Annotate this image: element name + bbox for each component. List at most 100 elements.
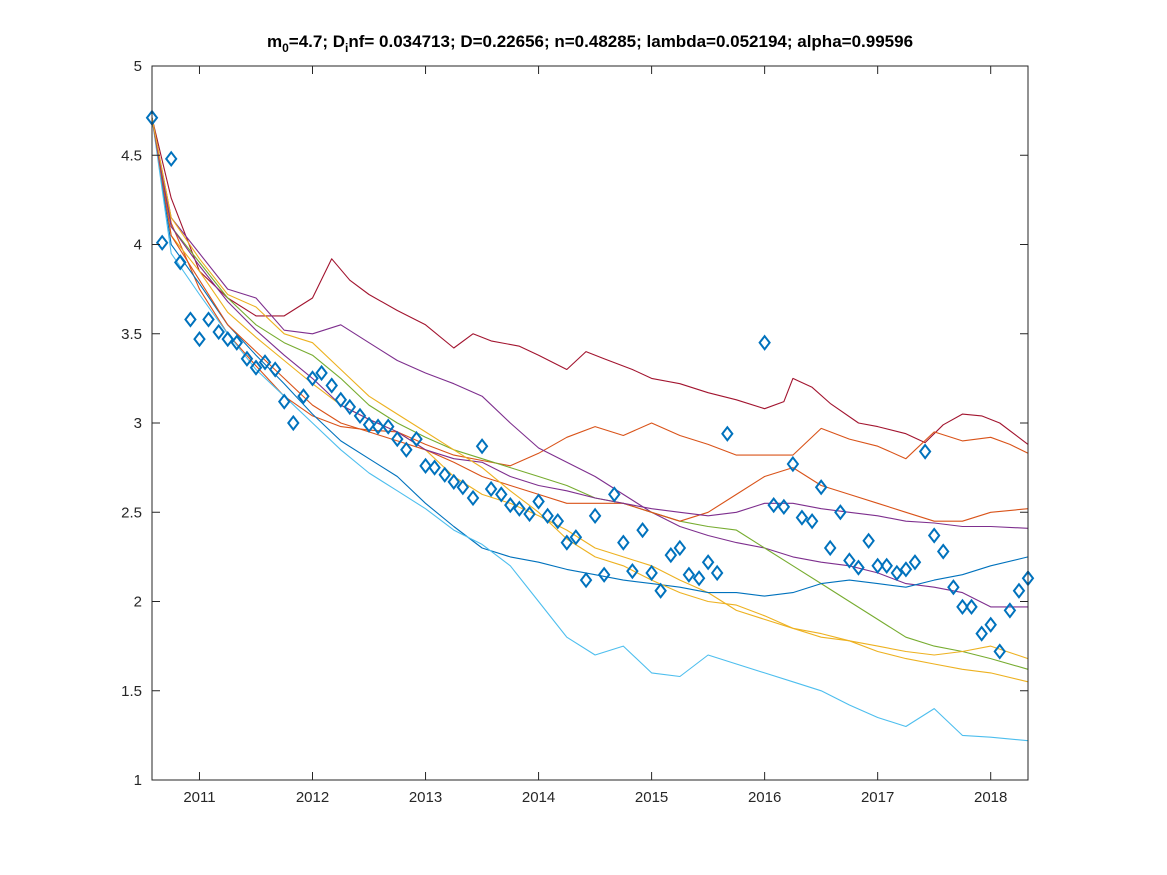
y-tick-label: 2.5 — [121, 504, 142, 521]
observed-point — [645, 564, 658, 582]
y-tick-label: 5 — [134, 58, 142, 75]
observed-point — [560, 534, 574, 551]
observed-point — [193, 330, 206, 348]
x-tick-label: 2013 — [409, 789, 442, 806]
observed-point — [456, 479, 470, 496]
observed-point — [484, 480, 498, 498]
observed-point — [371, 418, 385, 435]
observed-point — [918, 443, 932, 460]
y-tick-label: 3.5 — [121, 326, 142, 343]
title-m-subscript: 0 — [282, 41, 289, 55]
observed-point — [852, 559, 865, 576]
observed-point — [927, 527, 941, 544]
observed-point — [908, 554, 922, 571]
y-tick-label: 1 — [134, 772, 142, 789]
observed-point — [721, 425, 734, 442]
observed-point — [597, 566, 611, 583]
observed-point — [362, 416, 376, 433]
observed-point — [343, 398, 357, 416]
observed-point — [777, 498, 791, 516]
series-line-4 — [151, 117, 1029, 670]
observed-point — [871, 557, 884, 574]
observed-point — [541, 507, 554, 524]
observed-point — [475, 438, 489, 455]
observed-point — [664, 546, 678, 564]
series-line-2 — [151, 117, 1029, 467]
observed-point — [173, 254, 187, 271]
y-tick-label: 1.5 — [121, 683, 142, 700]
observed-point — [287, 414, 300, 432]
y-tick-label: 4 — [134, 237, 142, 254]
observed-point — [466, 489, 480, 507]
observed-point — [710, 564, 724, 582]
observed-point — [795, 509, 809, 526]
series-line-10 — [151, 117, 1029, 660]
model-series-layer — [151, 117, 1029, 742]
title-m-base: m — [267, 32, 282, 51]
y-axis-ticks: 1 1.5 2 2.5 3 3.5 4 4.5 5 — [121, 58, 1028, 789]
y-tick-label: 4.5 — [121, 147, 142, 164]
observed-point — [240, 350, 254, 367]
observed-point — [617, 534, 630, 551]
observed-point — [947, 579, 960, 596]
x-tick-label: 2016 — [748, 789, 781, 806]
observed-point — [1003, 602, 1017, 619]
observed-point — [608, 486, 621, 503]
observed-point — [353, 407, 367, 425]
axes-box — [151, 65, 1029, 781]
series-line-9 — [151, 117, 1029, 529]
observed-point — [306, 370, 319, 387]
observed-point — [984, 616, 997, 633]
observed-point — [164, 150, 178, 167]
observed-point — [391, 430, 404, 448]
observed-point — [758, 334, 771, 351]
observed-point — [523, 505, 536, 523]
observed-point — [899, 561, 913, 578]
observed-point — [862, 532, 875, 549]
observed-point — [965, 598, 978, 615]
title-m-rest: =4.7; D — [289, 32, 345, 51]
observed-point — [673, 539, 687, 557]
chart-title: m0=4.7; Dinf= 0.034713; D=0.22656; n=0.4… — [267, 32, 913, 55]
observed-point — [315, 364, 328, 382]
observed-point — [325, 377, 338, 394]
observed-point — [212, 323, 225, 341]
observed-point — [334, 391, 348, 408]
x-tick-label: 2012 — [296, 789, 329, 806]
observed-point — [975, 625, 988, 642]
observed-markers-layer — [145, 109, 1035, 660]
observed-point — [428, 459, 441, 476]
x-tick-label: 2017 — [861, 789, 894, 806]
observed-point — [767, 496, 780, 514]
x-tick-label: 2014 — [522, 789, 555, 806]
series-line-5 — [151, 117, 1029, 683]
observed-point — [447, 473, 461, 491]
observed-point — [588, 507, 602, 524]
series-line-3 — [151, 117, 1028, 608]
observed-point — [890, 564, 904, 582]
observed-point — [579, 571, 593, 589]
observed-point — [249, 359, 263, 376]
observed-point — [297, 388, 310, 405]
x-tick-label: 2015 — [635, 789, 668, 806]
title-rest: nf= 0.034713; D=0.22656; n=0.48285; lamb… — [348, 32, 913, 51]
observed-point — [410, 430, 423, 448]
observed-point — [654, 582, 667, 599]
x-axis-ticks: 2011 2012 2013 2014 2015 2016 2017 2018 — [183, 66, 1007, 806]
y-tick-label: 3 — [134, 415, 142, 432]
series-line-8 — [151, 117, 1029, 522]
title-d-subscript: i — [345, 41, 348, 55]
observed-point — [268, 361, 282, 378]
observed-point — [400, 441, 413, 458]
observed-point — [805, 513, 819, 530]
observed-point — [438, 466, 452, 483]
observed-point — [834, 504, 847, 521]
observed-point — [823, 539, 837, 557]
observed-point — [419, 457, 432, 474]
observed-point — [682, 566, 696, 583]
series-line-1 — [151, 117, 1029, 445]
observed-point — [258, 354, 272, 371]
observed-point — [381, 418, 395, 435]
observed-point — [636, 521, 649, 539]
